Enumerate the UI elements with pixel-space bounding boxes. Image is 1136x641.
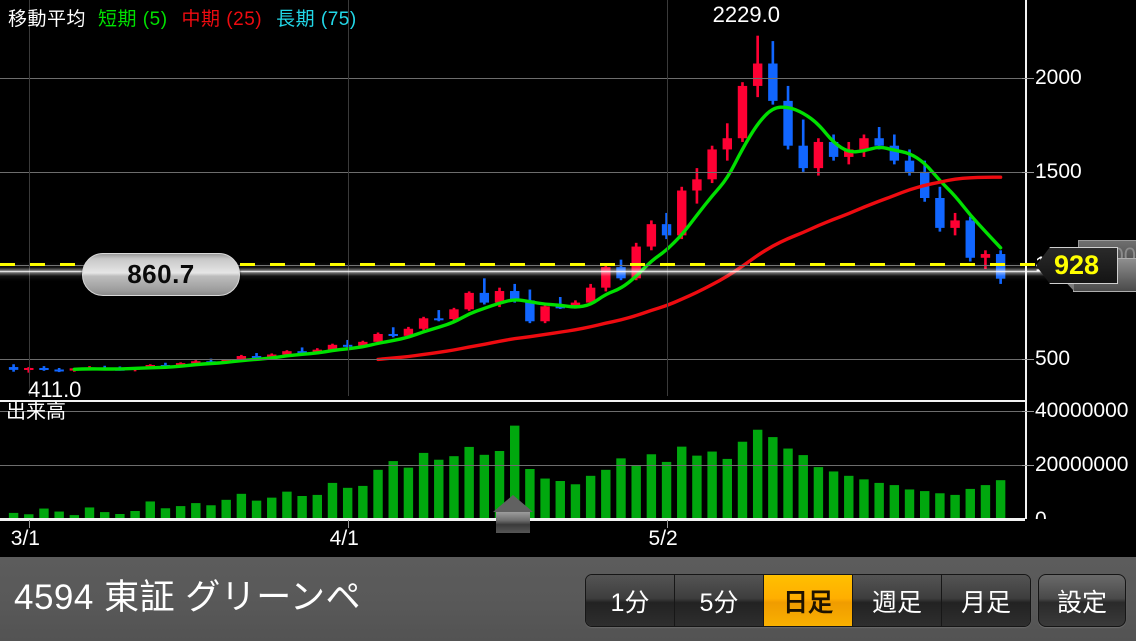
high-price-annotation: 2229.0 xyxy=(712,1,780,27)
price-gridline xyxy=(0,78,1025,80)
timeframe-button-3[interactable]: 週足 xyxy=(853,575,942,626)
timeframe-button-2[interactable]: 日足 xyxy=(764,575,853,626)
ma-mid-legend: 中期 (25) xyxy=(181,8,263,30)
price-axis-tick-label: 500 xyxy=(1022,348,1070,369)
ma-long-legend: 長期 (75) xyxy=(276,8,357,30)
cursor-price-label[interactable]: 860.7 xyxy=(82,253,240,296)
volume-gridline xyxy=(0,410,1025,412)
moving-average-legend: 移動平均 短期 (5) 中期 (25) 長期 (75) xyxy=(8,3,371,31)
stock-name-label: 4594 東証 グリーンペ xyxy=(14,578,362,617)
ma-short-legend: 短期 (5) xyxy=(98,8,168,30)
price-series xyxy=(8,35,1006,373)
volume-axis-tick-label: 20000000 xyxy=(1022,454,1128,475)
price-axis-divider xyxy=(1025,0,1027,520)
cursor-price-dashed-line xyxy=(0,263,1136,266)
date-axis-tick-label: 3/1 xyxy=(11,520,40,549)
price-gridline xyxy=(0,171,1025,173)
volume-section-title: 出来高 xyxy=(6,401,66,423)
timeframe-segmented-control[interactable]: 1分 5分 日足 週足 月足 xyxy=(585,574,1031,627)
volume-bars xyxy=(8,425,1006,520)
low-price-annotation: 411.0 xyxy=(28,376,82,402)
price-axis-tick xyxy=(1022,78,1034,80)
settings-button-label: 設定 xyxy=(1056,588,1107,617)
last-price-marker-value: 928 xyxy=(1054,250,1100,280)
volume-axis-tick-label: 40000000 xyxy=(1022,400,1128,421)
volume-axis-tick xyxy=(1022,465,1034,467)
handle-roof-icon xyxy=(493,495,533,512)
timeframe-button-4[interactable]: 月足 xyxy=(942,575,1030,626)
cursor-price-value: 860.7 xyxy=(127,259,195,289)
price-axis-tick-label: 2000 xyxy=(1022,67,1082,88)
date-axis-tick xyxy=(347,520,349,528)
date-axis-tick xyxy=(666,520,668,528)
price-axis-tick-label: 1500 xyxy=(1022,161,1082,182)
cursor-price-glow-line xyxy=(0,262,1136,281)
chart-canvas[interactable]: 2229.0 411.0 出来高 20001500100050040000000… xyxy=(0,0,1136,556)
chart-scroll-handle[interactable] xyxy=(493,495,533,533)
volume-axis-tick xyxy=(1022,410,1034,412)
handle-body xyxy=(496,512,530,533)
volume-pane-top-border xyxy=(0,400,1025,402)
bottom-toolbar: 4594 東証 グリーンペ 1分 5分 日足 週足 月足 設定 xyxy=(0,556,1136,641)
timeframe-button-1[interactable]: 5分 xyxy=(675,575,764,626)
timeframe-button-0[interactable]: 1分 xyxy=(586,575,675,626)
date-axis: 3/1 4/1 5/2 xyxy=(0,519,1136,556)
date-axis-tick-label: 5/2 xyxy=(649,520,678,549)
settings-button[interactable]: 設定 xyxy=(1038,574,1126,627)
price-gridline xyxy=(0,358,1025,360)
price-pane[interactable] xyxy=(0,0,1025,396)
price-axis-tick xyxy=(1022,358,1034,360)
ma-legend-title: 移動平均 xyxy=(8,8,87,30)
date-axis-tick xyxy=(28,520,30,528)
volume-gridline xyxy=(0,465,1025,467)
date-axis-tick-label: 4/1 xyxy=(330,520,359,549)
date-vertical-gridline xyxy=(28,0,30,396)
volume-pane[interactable] xyxy=(0,400,1025,520)
date-vertical-gridline xyxy=(666,0,668,396)
price-axis-tick xyxy=(1022,171,1034,173)
date-vertical-gridline xyxy=(347,0,349,396)
last-price-marker: 928 xyxy=(1036,247,1118,284)
